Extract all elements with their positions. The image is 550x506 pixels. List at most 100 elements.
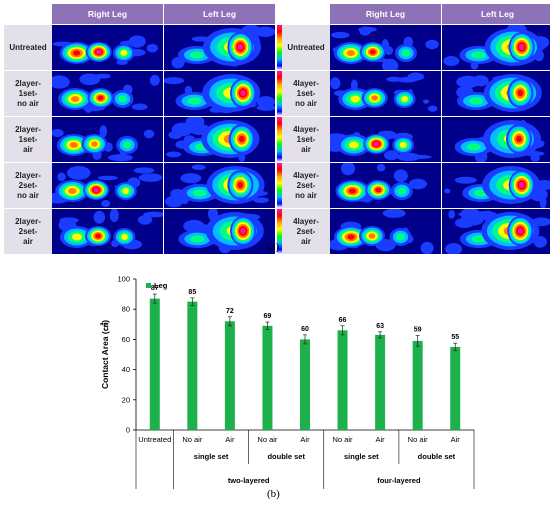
right-leg-pressure-map	[52, 117, 164, 162]
row-label: 4layer- 2set- no air	[282, 163, 330, 208]
set-group-label: double set	[418, 452, 456, 461]
pressure-map-table-right: Right Leg Left Leg Untreated 4layer- 1set…	[282, 4, 550, 254]
x-tick-label: Air	[451, 435, 461, 444]
left-leg-pressure-map	[442, 117, 550, 162]
heat-map	[330, 72, 438, 112]
x-tick-label: Air	[376, 435, 386, 444]
right-leg-pressure-map	[330, 163, 442, 208]
left-leg-pressure-map	[164, 71, 276, 116]
x-tick-label: No air	[333, 435, 354, 444]
map-row: 4layer- 2set- no air	[282, 163, 550, 208]
map-row: 4layer- 1set- air	[282, 117, 550, 162]
left-leg-pressure-map	[442, 71, 550, 116]
row-label: 2layer- 2set- air	[4, 209, 52, 254]
heat-map	[330, 209, 434, 254]
row-label: 4layer- 1set- no air	[282, 71, 330, 116]
data-label: 69	[264, 313, 272, 320]
right-leg-pressure-map	[330, 209, 442, 254]
heat-map	[52, 73, 160, 113]
left-leg-pressure-map	[442, 163, 550, 208]
data-label: 59	[414, 327, 422, 334]
legend-label: Leg	[154, 281, 168, 290]
row-label: 2layer- 1set- no air	[4, 71, 52, 116]
y-tick-label: 100	[117, 275, 130, 284]
left-leg-pressure-map	[164, 117, 276, 162]
color-scale	[277, 209, 283, 254]
bar	[412, 340, 423, 430]
right-leg-pressure-map	[330, 25, 442, 70]
header-left-leg: Left Leg	[164, 4, 276, 24]
set-group-label: single set	[194, 452, 229, 461]
left-leg-pressure-map	[442, 25, 550, 70]
heat-map	[445, 209, 550, 254]
right-leg-pressure-map	[52, 209, 164, 254]
bar	[300, 339, 310, 430]
map-row: 2layer- 2set- no air	[4, 163, 283, 208]
layer-group-label: four-layered	[377, 476, 421, 485]
left-leg-pressure-map	[442, 209, 550, 254]
color-scale	[277, 71, 283, 116]
heat-map	[52, 125, 155, 162]
y-tick-label: 40	[122, 365, 130, 374]
right-leg-pressure-map	[52, 163, 164, 208]
map-row: 2layer- 1set- no air	[4, 71, 283, 116]
bar	[224, 321, 235, 430]
data-label: 66	[339, 317, 347, 324]
x-tick-label: No air	[257, 435, 278, 444]
set-group-label: single set	[344, 452, 379, 461]
map-row: 2layer- 1set- air	[4, 117, 283, 162]
pressure-map-table-left: Right Leg Left Leg Untreated 2layer- 1set…	[4, 4, 283, 254]
left-leg-pressure-map	[164, 209, 276, 254]
data-label: 60	[301, 326, 309, 333]
heat-map	[52, 35, 158, 65]
left-leg-pressure-map	[164, 163, 276, 208]
map-row: Untreated	[4, 25, 283, 70]
heat-map	[165, 117, 260, 162]
heat-map	[164, 74, 275, 113]
heat-map	[52, 165, 163, 207]
layer-group-label: two-layered	[228, 476, 270, 485]
caption-a: (a)	[267, 241, 280, 253]
left-leg-pressure-map	[164, 25, 276, 70]
x-tick-label: Untreated	[138, 435, 171, 444]
map-row: 4layer- 2set- air	[282, 209, 550, 254]
heat-map	[171, 25, 275, 69]
color-scale	[277, 25, 283, 70]
heat-map	[335, 163, 428, 203]
y-tick-label: 0	[126, 426, 130, 435]
color-scale	[277, 117, 283, 162]
legend-swatch	[146, 283, 151, 288]
heat-map	[330, 130, 432, 162]
caption-b: (b)	[267, 488, 280, 500]
set-group-label: double set	[267, 452, 305, 461]
header-row: Right Leg Left Leg	[330, 4, 550, 24]
heat-map	[178, 209, 264, 254]
y-tick-label: 20	[122, 395, 130, 404]
heat-map	[444, 166, 550, 208]
header-row: Right Leg Left Leg	[52, 4, 283, 24]
right-leg-pressure-map	[330, 71, 442, 116]
heat-map	[331, 26, 439, 70]
x-tick-label: No air	[182, 435, 203, 444]
row-label: 4layer- 2set- air	[282, 209, 330, 254]
right-leg-pressure-map	[330, 117, 442, 162]
bar	[262, 325, 273, 430]
heat-map	[165, 164, 269, 208]
data-label: 87	[151, 285, 159, 292]
header-right-leg: Right Leg	[52, 4, 164, 24]
row-label: Untreated	[4, 25, 52, 70]
header-left-leg: Left Leg	[442, 4, 550, 24]
x-tick-label: Air	[300, 435, 310, 444]
y-tick-label: 80	[122, 305, 130, 314]
row-label: 2layer- 2set- no air	[4, 163, 52, 208]
map-row: Untreated	[282, 25, 550, 70]
heat-map	[58, 209, 163, 250]
row-label: Untreated	[282, 25, 330, 70]
data-label: 85	[188, 289, 196, 296]
row-label: 4layer- 1set- air	[282, 117, 330, 162]
bar	[187, 301, 198, 430]
data-label: 72	[226, 308, 234, 315]
bar	[337, 330, 348, 430]
bar	[375, 334, 386, 430]
